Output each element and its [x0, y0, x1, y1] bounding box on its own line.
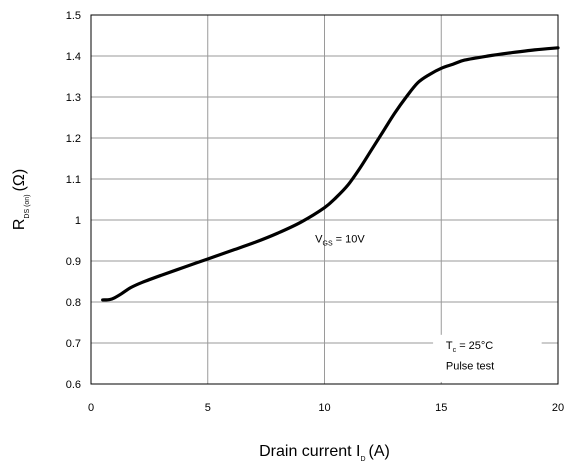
y-tick-label: 1.3 [66, 92, 81, 104]
series-group [101, 46, 560, 302]
annotation-main: Pulse test [446, 361, 494, 373]
y-axis-title-unit: (Ω) [11, 169, 28, 192]
y-axis-title: RDS (on) (Ω) [11, 169, 31, 230]
x-axis-title-main: Drain current I [259, 443, 360, 460]
annotation-text: VGS = 10V [315, 234, 365, 248]
annotation-text: Pulse test [446, 361, 494, 373]
x-tick-label: 0 [88, 402, 94, 414]
annotation-subscript: GS [323, 241, 333, 248]
x-axis-title: Drain current ID (A) [259, 443, 390, 463]
plot-frame [90, 14, 559, 385]
y-axis-title-main: R [11, 219, 28, 231]
test-condition-box [433, 334, 542, 382]
axis-ticks: 0 5 10 15 20 0.6 0.7 0.8 0.9 1 1.1 1.2 1.3 1.4 1.5 [66, 10, 564, 414]
annotation-suffix: = 25°C [456, 340, 493, 352]
y-tick-label: 1.2 [66, 133, 81, 145]
x-tick-label: 10 [318, 402, 330, 414]
x-axis-title-subscript: D [360, 456, 365, 463]
x-axis-title-unit: (A) [369, 443, 390, 460]
y-axis-title-subscript: DS (on) [24, 194, 31, 218]
y-tick-label: 0.9 [66, 256, 81, 268]
annotation-main: V [315, 234, 323, 246]
x-tick-label: 5 [205, 402, 211, 414]
series-line [101, 46, 560, 302]
x-tick-label: 20 [552, 402, 564, 414]
y-tick-label: 1.5 [66, 10, 81, 22]
y-tick-label: 1.1 [66, 174, 81, 186]
y-tick-label: 0.6 [66, 379, 81, 391]
x-tick-label: 15 [435, 402, 447, 414]
y-tick-label: 1 [75, 215, 81, 227]
annotation-subscript: c [453, 347, 457, 354]
annotation-suffix: = 10V [333, 234, 366, 246]
y-tick-label: 0.8 [66, 297, 81, 309]
grid [91, 15, 558, 384]
annotation-text: Tc = 25°C [446, 340, 493, 354]
y-tick-label: 1.4 [66, 51, 81, 63]
y-tick-label: 0.7 [66, 338, 81, 350]
annotations: VGS = 10V Tc = 25°C Pulse test [315, 234, 542, 382]
annotation-main: T [446, 340, 453, 352]
